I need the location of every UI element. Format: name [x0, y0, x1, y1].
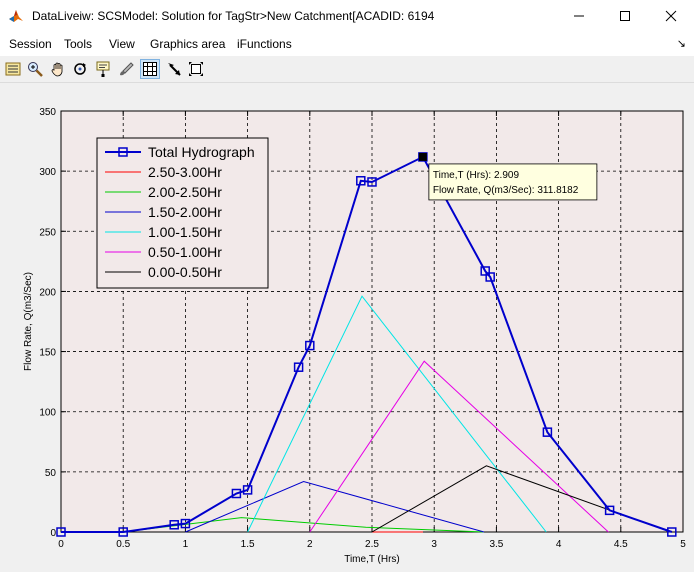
- minimize-button[interactable]: [556, 0, 602, 32]
- select-arrow-icon[interactable]: [164, 59, 184, 79]
- datatip-box: [428, 163, 598, 201]
- total-hydrograph-marker: [480, 266, 490, 276]
- figure-area[interactable]: 0 0.5 1 1.5 2 2.5 3 3.5 4 4.5 5 0 50 100 150 200 250 300 3…: [0, 83, 694, 572]
- maximize-button[interactable]: [602, 0, 648, 32]
- x-tick-label: 3.5: [489, 539, 503, 550]
- menu-session[interactable]: Session: [9, 37, 52, 51]
- rotate-icon[interactable]: [70, 59, 90, 79]
- legend-label: 0.00-0.50Hr: [148, 264, 222, 280]
- maximize-icon: [620, 11, 630, 21]
- legend-label: 1.00-1.50Hr: [148, 224, 222, 240]
- series-line-0-50-1-00hr: [309, 360, 609, 533]
- total-hydrograph-marker: [293, 362, 304, 372]
- datatip-flow-text: Flow Rate, Q(m3/Sec): 311.8182: [433, 185, 579, 196]
- legend-box: [96, 137, 269, 289]
- series-line-total-hydrograph: [61, 155, 673, 533]
- data-cursor-icon[interactable]: [93, 59, 113, 79]
- total-hydrograph-marker: [242, 485, 253, 495]
- x-tick-label: 5: [680, 539, 686, 550]
- total-hydrograph-marker: [542, 427, 553, 437]
- total-hydrograph-marker: [56, 527, 66, 537]
- hydrograph-chart[interactable]: 0 0.5 1 1.5 2 2.5 3 3.5 4 4.5 50501001502002503003…: [0, 83, 694, 572]
- toolbar: [0, 56, 694, 83]
- total-hydrograph-marker: [118, 527, 128, 537]
- datatip-time-text: Time,T (Hrs): 2.909: [433, 170, 520, 181]
- x-tick-label: 0: [58, 539, 64, 550]
- x-tick-label: 1: [183, 539, 189, 550]
- x-tick-label: 4.5: [614, 539, 628, 550]
- minimize-icon: [574, 15, 584, 17]
- total-hydrograph-marker: [169, 520, 179, 530]
- x-tick-label: 1.5: [241, 539, 255, 550]
- y-tick-label: 100: [39, 408, 56, 419]
- y-axis-label: Flow Rate, Q(m3/Sec): [23, 272, 34, 371]
- legend-label: Total Hydrograph: [148, 144, 255, 160]
- menu-bar: Session Tools View Graphics area iFuncti…: [0, 32, 694, 56]
- window-title: DataLiveiw: SCSModel: Solution for TagSt…: [32, 9, 435, 23]
- menu-tools[interactable]: Tools: [64, 37, 93, 51]
- legend-marker-total: [118, 147, 128, 157]
- total-hydrograph-marker: [367, 177, 377, 187]
- menu-graphics-area[interactable]: Graphics area: [150, 37, 226, 51]
- total-hydrograph-marker: [667, 527, 677, 537]
- menu-dock-arrow-icon[interactable]: ↘: [676, 38, 686, 50]
- total-hydrograph-marker: [305, 340, 315, 351]
- y-tick-label: 150: [39, 348, 56, 359]
- legend-label: 2.00-2.50Hr: [148, 184, 222, 200]
- x-tick-label: 2.5: [365, 539, 379, 550]
- y-tick-label: 200: [39, 287, 56, 298]
- total-hydrograph-marker: [180, 518, 191, 529]
- menu-ifunctions[interactable]: iFunctions: [237, 37, 292, 51]
- grid-icon[interactable]: [140, 59, 160, 79]
- x-axis-label: Time,T (Hrs): [344, 554, 400, 565]
- total-hydrograph-marker: [604, 505, 615, 516]
- legend-label: 2.50-3.00Hr: [148, 164, 222, 180]
- y-tick-label: 0: [50, 528, 56, 539]
- total-hydrograph-marker: [231, 488, 242, 499]
- brush-icon[interactable]: [116, 59, 136, 79]
- zoom-in-icon[interactable]: [25, 59, 45, 79]
- y-tick-label: 50: [45, 468, 57, 479]
- x-tick-label: 2: [307, 539, 313, 550]
- y-tick-label: 350: [39, 107, 56, 118]
- list-icon[interactable]: [3, 59, 23, 79]
- menu-view[interactable]: View: [109, 37, 135, 51]
- series-line-1-50-2-00hr: [185, 480, 485, 533]
- close-button[interactable]: [648, 0, 694, 32]
- matlab-app-icon: [8, 8, 24, 24]
- legend-label: 1.50-2.00Hr: [148, 204, 222, 220]
- series-line-1-00-1-50hr: [247, 295, 547, 533]
- fit-icon[interactable]: [186, 59, 206, 79]
- title-bar: DataLiveiw: SCSModel: Solution for TagSt…: [0, 0, 694, 32]
- y-tick-label: 250: [39, 227, 56, 238]
- y-tick-label: 300: [39, 167, 56, 178]
- x-tick-label: 0.5: [116, 539, 130, 550]
- x-tick-label: 4: [556, 539, 562, 550]
- total-hydrograph-marker: [485, 272, 495, 282]
- total-hydrograph-marker: [356, 176, 366, 186]
- pan-hand-icon[interactable]: [48, 59, 68, 79]
- close-icon: [665, 10, 677, 22]
- x-tick-label: 3: [431, 539, 437, 550]
- datatip-marker: [418, 152, 427, 161]
- legend-label: 0.50-1.00Hr: [148, 244, 222, 260]
